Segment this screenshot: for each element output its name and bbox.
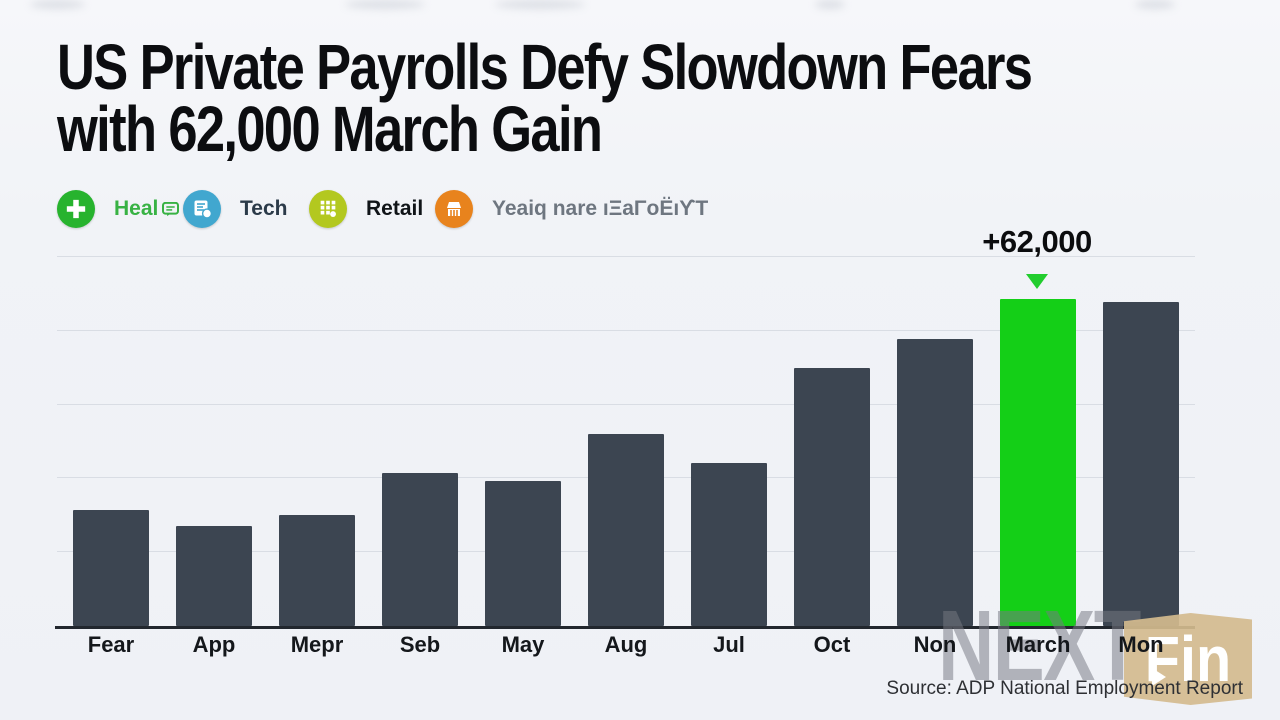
x-label-app: App [192,632,236,657]
storefront-icon [435,190,473,228]
bar-non [897,339,973,626]
legend-label-health: Heal [114,197,159,220]
watermark-next-text: NEXT [938,590,1141,702]
headline-line-1: US Private Payrolls Defy Slowdown Fears [57,31,1033,103]
legend-label-tech: Tech [240,197,288,220]
play-arrow-icon [1152,668,1166,686]
chat-note-icon [162,201,180,216]
top-artifact [345,0,425,9]
bar-fear [73,510,149,626]
device-document-icon [183,190,221,228]
bar-mon [1103,302,1179,626]
gridline [57,403,1195,405]
top-artifact [815,0,845,9]
nextfin-watermark: NEXT Fin [938,590,1252,705]
green-down-triangle-icon [1026,274,1048,289]
headline-line-2: with 62,000 March Gain [57,93,603,165]
legend-item-health: Heal [57,190,180,228]
top-artifact [495,0,585,9]
legend-label-retail: Retail [366,197,424,220]
bar-seb [382,473,458,626]
payrolls-bar-chart [55,256,1195,629]
legend-item-market: Yeaiq nare ıΞaΓoËıϒT [435,190,708,228]
x-label-mon: Mon [1118,632,1164,657]
legend-label-market: Yeaiq nare ıΞaΓoËıϒT [492,197,709,220]
bar-mepr [279,515,355,626]
x-label-march: March [1005,632,1071,657]
gridline [57,329,1195,331]
headline: US Private Payrolls Defy Slowdown Fears … [57,31,1237,165]
bar-may [485,481,561,626]
bar-march [1000,299,1076,626]
x-label-may: May [501,632,545,657]
top-artifact [30,0,85,9]
x-label-mepr: Mepr [290,632,344,657]
bar-jul [691,463,767,626]
x-axis-labels: Fear App Mepr Seb May Aug Jul Oct Non March Mon [55,632,1195,660]
bar-app [176,526,252,626]
legend-item-retail: Retail [309,190,423,228]
x-label-non: Non [913,632,957,657]
bar-aug [588,434,664,626]
x-label-aug: Aug [604,632,648,657]
x-label-oct: Oct [813,632,851,657]
gridline [57,256,1195,257]
x-label-fear: Fear [87,632,135,657]
fin-logo-badge: Fin [1124,613,1252,705]
x-label-seb: Seb [399,632,441,657]
x-label-jul: Jul [713,632,745,657]
medical-plus-icon [57,190,95,228]
top-artifact [1135,0,1175,9]
building-grid-icon [309,190,347,228]
sector-legend: Heal Tech [57,190,1157,232]
bar-oct [794,368,870,626]
source-attribution: Source: ADP National Employment Report [886,678,1243,699]
legend-item-tech: Tech [183,190,287,228]
march-gain-annotation: +62,000 [982,224,1092,259]
